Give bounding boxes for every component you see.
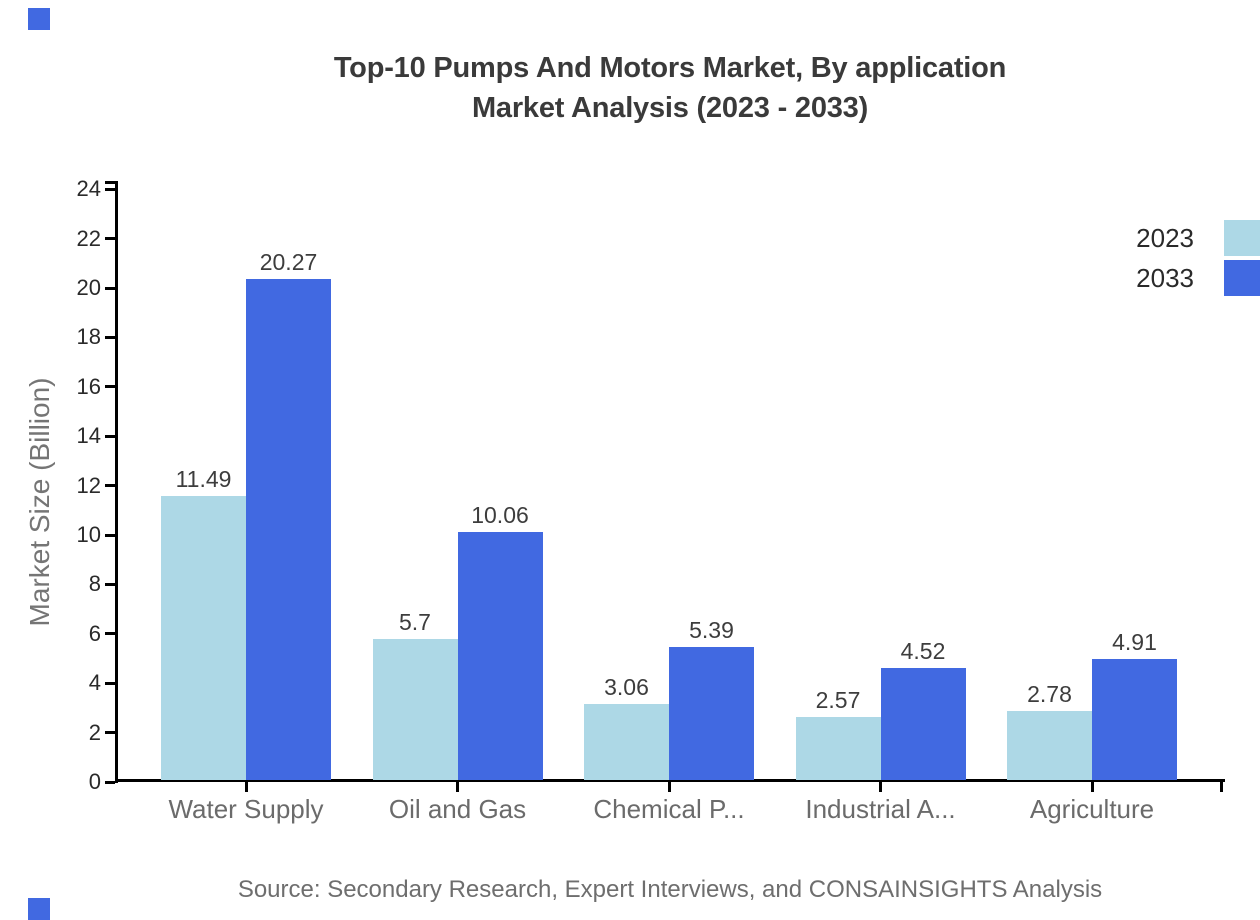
bar-2033-agriculture xyxy=(1092,658,1177,780)
y-tick-20 xyxy=(105,286,115,290)
legend-label-2033: 2033 xyxy=(1136,262,1194,293)
y-tick-label-2: 2 xyxy=(88,719,101,745)
y-axis-top-cap xyxy=(105,181,115,184)
y-tick-10 xyxy=(105,533,115,537)
legend-swatch-2033 xyxy=(1224,260,1260,296)
value-label-2033-chemical-p: 5.39 xyxy=(689,616,734,643)
x-tick-agriculture xyxy=(1090,782,1094,792)
category-label-chemical-p: Chemical P... xyxy=(593,794,745,824)
x-axis-end-cap xyxy=(1220,779,1223,792)
value-label-2023-agriculture: 2.78 xyxy=(1027,681,1072,708)
bar-2033-chemical-p xyxy=(669,646,754,780)
corner-marker-bottom-left xyxy=(28,898,50,920)
x-tick-water-supply xyxy=(244,782,248,792)
bar-2023-agriculture xyxy=(1007,711,1092,780)
value-label-2023-oil-and-gas: 5.7 xyxy=(399,609,431,636)
y-tick-label-22: 22 xyxy=(76,225,101,251)
value-label-2033-agriculture: 4.91 xyxy=(1112,628,1157,655)
y-tick-label-10: 10 xyxy=(76,522,101,547)
source-note: Source: Secondary Research, Expert Inter… xyxy=(237,876,1103,903)
value-label-2023-chemical-p: 3.06 xyxy=(604,674,649,701)
y-tick-0 xyxy=(105,780,115,784)
x-tick-oil-and-gas xyxy=(456,782,459,792)
value-label-2033-water-supply: 20.27 xyxy=(259,249,318,276)
x-tick-industrial-a xyxy=(879,782,882,792)
chart-title: Top-10 Pumps And Motors Market, By appli… xyxy=(80,48,1260,128)
y-tick-label-4: 4 xyxy=(88,670,101,696)
y-tick-label-24: 24 xyxy=(76,176,101,202)
x-axis-line xyxy=(115,779,1225,782)
y-tick-label-16: 16 xyxy=(76,373,101,399)
y-tick-24 xyxy=(105,187,115,191)
legend-label-2023: 2023 xyxy=(1136,222,1194,253)
y-tick-16 xyxy=(105,385,115,389)
y-tick-label-0: 0 xyxy=(88,769,101,794)
y-tick-2 xyxy=(105,731,115,735)
chart-title-line2: Market Analysis (2023 - 2033) xyxy=(471,92,869,124)
y-tick-label-18: 18 xyxy=(76,324,101,350)
y-axis-line xyxy=(115,181,118,783)
category-label-industrial-a: Industrial A... xyxy=(805,794,956,824)
y-tick-label-6: 6 xyxy=(88,620,101,646)
y-tick-12 xyxy=(105,484,115,488)
bar-2023-chemical-p xyxy=(584,704,669,780)
x-tick-chemical-p xyxy=(667,782,671,792)
y-tick-14 xyxy=(105,434,115,438)
legend: 2023 2033 xyxy=(1136,220,1260,300)
bar-2033-oil-and-gas xyxy=(457,531,543,780)
chart-title-line1: Top-10 Pumps And Motors Market, By appli… xyxy=(333,52,1007,84)
y-tick-label-20: 20 xyxy=(76,275,101,300)
bar-2023-water-supply xyxy=(161,496,246,780)
y-tick-4 xyxy=(105,681,115,685)
legend-row-2033: 2033 xyxy=(1136,260,1260,296)
corner-marker-top-left xyxy=(28,8,50,30)
category-label-water-supply: Water Supply xyxy=(168,794,324,824)
y-tick-22 xyxy=(105,237,115,241)
bar-2033-industrial-a xyxy=(880,668,966,780)
y-tick-label-12: 12 xyxy=(76,472,101,498)
bar-2023-industrial-a xyxy=(795,716,881,780)
bar-2023-oil-and-gas xyxy=(372,639,458,780)
value-label-2023-water-supply: 11.49 xyxy=(175,466,232,493)
y-tick-label-14: 14 xyxy=(76,423,101,449)
legend-row-2023: 2023 xyxy=(1136,220,1260,256)
y-tick-label-8: 8 xyxy=(88,571,101,597)
value-label-2033-oil-and-gas: 10.06 xyxy=(471,501,529,528)
value-label-2023-industrial-a: 2.57 xyxy=(815,686,861,713)
legend-swatch-2023 xyxy=(1224,220,1260,256)
category-label-agriculture: Agriculture xyxy=(1029,794,1155,824)
value-label-2033-industrial-a: 4.52 xyxy=(900,638,946,665)
y-tick-18 xyxy=(105,335,115,339)
y-tick-6 xyxy=(105,632,115,636)
bar-2033-water-supply xyxy=(246,279,331,780)
y-tick-8 xyxy=(105,582,115,586)
category-label-oil-and-gas: Oil and Gas xyxy=(388,794,527,824)
